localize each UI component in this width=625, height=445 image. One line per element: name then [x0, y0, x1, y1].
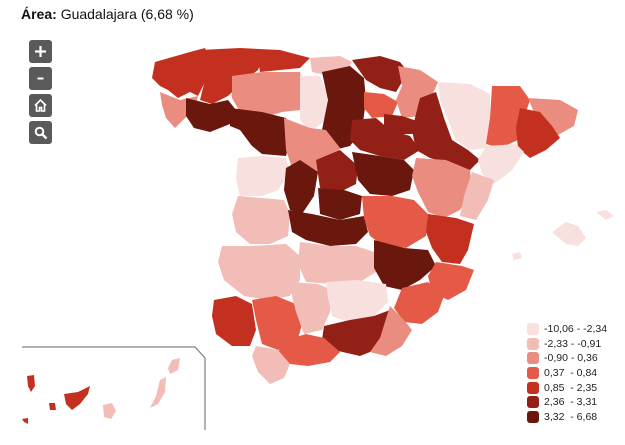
legend-swatch: [527, 337, 539, 350]
province-avila[interactable]: [284, 160, 318, 214]
legend-item[interactable]: -2,33 - -0,91: [527, 337, 607, 352]
plus-icon: [35, 46, 46, 57]
province-soria[interactable]: [350, 118, 420, 160]
province-ourense[interactable]: [186, 98, 236, 132]
legend-swatch: [527, 367, 539, 380]
legend-label: -10,06 - -2,34: [544, 323, 608, 336]
legend-swatch: [527, 410, 539, 423]
minus-icon: [37, 77, 44, 80]
province-madrid[interactable]: [318, 188, 362, 220]
canarias-inset-frame: [22, 346, 206, 430]
province-baleares-menorca[interactable]: [596, 210, 614, 220]
province-badajoz[interactable]: [218, 244, 300, 300]
legend-label: 3,32 - 6,68: [544, 410, 598, 423]
province-sevilla[interactable]: [252, 296, 302, 350]
home-button[interactable]: [29, 94, 52, 117]
province-las-palmas-lanzarote[interactable]: [168, 358, 180, 374]
map-zoom-controls: [29, 40, 52, 144]
legend-swatch: [527, 352, 539, 365]
area-value: Guadalajara (6,68 %): [60, 6, 194, 22]
legend-label: -2,33 - -0,91: [544, 337, 602, 350]
map-legend: -10,06 - -2,34 -2,33 - -0,91 -0,90 - 0,3…: [527, 322, 607, 424]
province-murcia[interactable]: [394, 282, 444, 324]
search-icon: [34, 126, 47, 139]
province-barcelona[interactable]: [516, 108, 560, 158]
province-baleares-mallorca[interactable]: [552, 222, 586, 246]
province-las-palmas-gran-canaria[interactable]: [103, 403, 116, 419]
province-ciudad-real[interactable]: [298, 242, 376, 284]
province-huesca[interactable]: [438, 82, 490, 150]
province-albacete[interactable]: [374, 240, 436, 290]
province-santa-cruz-la-gomera[interactable]: [49, 403, 56, 410]
legend-label: 0,85 - 2,35: [544, 381, 598, 394]
province-cordoba[interactable]: [290, 282, 332, 334]
province-jaen[interactable]: [326, 280, 388, 322]
province-almeria[interactable]: [370, 306, 412, 356]
legend-item[interactable]: 3,32 - 6,68: [527, 410, 607, 425]
province-leon[interactable]: [232, 72, 304, 118]
province-navarra[interactable]: [396, 66, 438, 118]
province-malaga[interactable]: [278, 334, 340, 366]
province-a-coruna[interactable]: [152, 48, 210, 98]
province-salamanca[interactable]: [236, 156, 290, 196]
province-las-palmas-fuerteventura[interactable]: [150, 377, 166, 408]
province-asturias[interactable]: [240, 48, 310, 72]
province-granada[interactable]: [322, 310, 392, 356]
legend-item[interactable]: 2,36 - 3,31: [527, 395, 607, 410]
province-alava[interactable]: [364, 92, 398, 118]
area-label: Área:: [21, 6, 57, 22]
province-santa-cruz-hierro[interactable]: [22, 418, 28, 424]
legend-item[interactable]: -0,90 - 0,36: [527, 351, 607, 366]
province-baleares-ibiza[interactable]: [512, 252, 522, 260]
area-title: Área: Guadalajara (6,68 %): [21, 6, 194, 22]
province-palencia[interactable]: [300, 76, 328, 132]
province-santa-cruz-la-palma[interactable]: [27, 375, 35, 392]
province-zaragoza[interactable]: [412, 92, 480, 170]
legend-swatch: [527, 323, 539, 336]
search-button[interactable]: [29, 121, 52, 144]
legend-swatch: [527, 381, 539, 394]
province-vizcaya[interactable]: [352, 56, 408, 92]
legend-item[interactable]: 0,37 - 0,84: [527, 366, 607, 381]
legend-label: 2,36 - 3,31: [544, 396, 598, 409]
province-la-rioja[interactable]: [384, 114, 420, 134]
province-zamora[interactable]: [230, 108, 290, 156]
home-icon: [34, 98, 47, 112]
province-tarragona[interactable]: [478, 144, 524, 184]
province-santa-cruz-tenerife[interactable]: [64, 386, 90, 410]
province-caceres[interactable]: [232, 196, 290, 244]
province-castellon[interactable]: [460, 172, 494, 220]
province-alicante[interactable]: [428, 262, 474, 300]
zoom-in-button[interactable]: [29, 40, 52, 63]
legend-item[interactable]: -10,06 - -2,34: [527, 322, 607, 337]
province-valencia[interactable]: [426, 214, 474, 264]
province-cuenca[interactable]: [362, 196, 428, 248]
legend-item[interactable]: 0,85 - 2,35: [527, 380, 607, 395]
province-cadiz[interactable]: [252, 346, 290, 384]
zoom-out-button[interactable]: [29, 67, 52, 90]
province-segovia[interactable]: [316, 150, 358, 192]
legend-swatch: [527, 396, 539, 409]
legend-label: -0,90 - 0,36: [544, 352, 598, 365]
province-toledo[interactable]: [288, 210, 368, 246]
province-huelva[interactable]: [212, 296, 256, 346]
province-guadalajara[interactable]: [352, 152, 414, 196]
legend-label: 0,37 - 0,84: [544, 367, 598, 380]
province-teruel[interactable]: [412, 158, 472, 218]
